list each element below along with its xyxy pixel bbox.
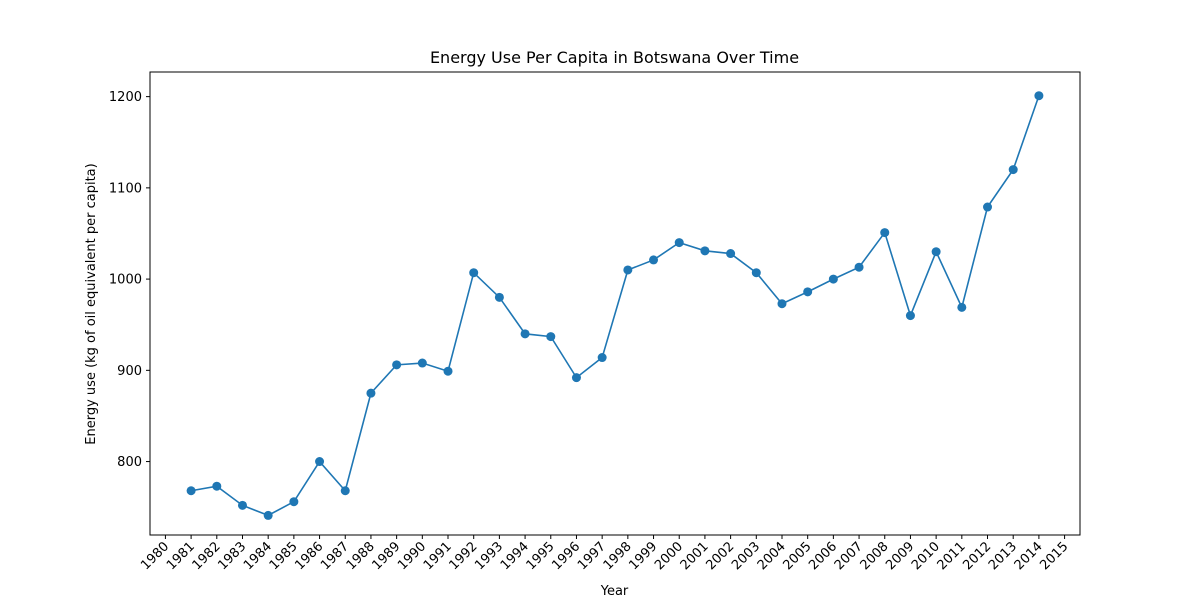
data-point xyxy=(674,238,684,248)
data-point xyxy=(726,249,736,259)
y-tick-label: 1000 xyxy=(109,273,142,288)
data-point xyxy=(315,457,325,467)
y-tick-label: 1200 xyxy=(109,90,142,105)
chart-title: Energy Use Per Capita in Botswana Over T… xyxy=(430,48,799,67)
data-point xyxy=(983,202,993,212)
data-point xyxy=(905,311,915,321)
data-point xyxy=(186,486,196,496)
data-point xyxy=(571,373,581,383)
data-point xyxy=(469,268,479,278)
data-point xyxy=(392,360,402,370)
data-point xyxy=(854,262,864,272)
x-axis-label: Year xyxy=(600,584,629,599)
data-point xyxy=(237,500,247,510)
data-point xyxy=(957,302,967,312)
data-point xyxy=(366,388,376,398)
data-point xyxy=(828,274,838,284)
data-point xyxy=(880,228,890,238)
data-point xyxy=(289,497,299,507)
data-point xyxy=(417,358,427,368)
y-axis-label: Energy use (kg of oil equivalent per cap… xyxy=(84,163,99,444)
series-line xyxy=(190,95,1040,517)
data-point xyxy=(494,292,504,302)
data-point xyxy=(340,486,350,496)
y-tick-label: 1100 xyxy=(109,181,142,196)
data-point xyxy=(263,510,273,520)
data-point xyxy=(649,255,659,265)
data-point xyxy=(700,246,710,256)
series-group xyxy=(186,91,1044,520)
data-point xyxy=(751,268,761,278)
data-point xyxy=(520,329,530,339)
data-point xyxy=(803,287,813,297)
y-tick-label: 800 xyxy=(117,455,142,470)
plot-frame xyxy=(149,71,1081,536)
data-point xyxy=(546,332,556,342)
data-point xyxy=(597,353,607,363)
data-point xyxy=(623,265,633,275)
data-point xyxy=(443,366,453,376)
data-point xyxy=(212,481,222,491)
data-point xyxy=(1008,165,1018,175)
data-point xyxy=(1034,91,1044,101)
data-point xyxy=(777,299,787,309)
y-tick-label: 900 xyxy=(117,364,142,379)
data-point xyxy=(931,247,941,257)
